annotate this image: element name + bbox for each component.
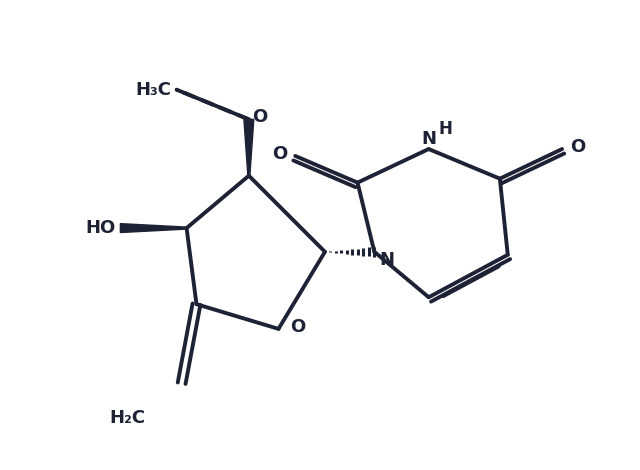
Text: N: N xyxy=(421,130,436,148)
Text: H₂C: H₂C xyxy=(109,409,145,427)
Text: H: H xyxy=(438,120,452,138)
Text: HO: HO xyxy=(85,219,115,237)
Text: O: O xyxy=(252,109,267,126)
Polygon shape xyxy=(244,119,254,176)
Text: H₃C: H₃C xyxy=(136,81,172,99)
Text: O: O xyxy=(291,318,306,336)
Polygon shape xyxy=(120,224,187,233)
Text: O: O xyxy=(272,145,287,163)
Text: O: O xyxy=(570,138,585,156)
Text: N: N xyxy=(380,251,394,269)
